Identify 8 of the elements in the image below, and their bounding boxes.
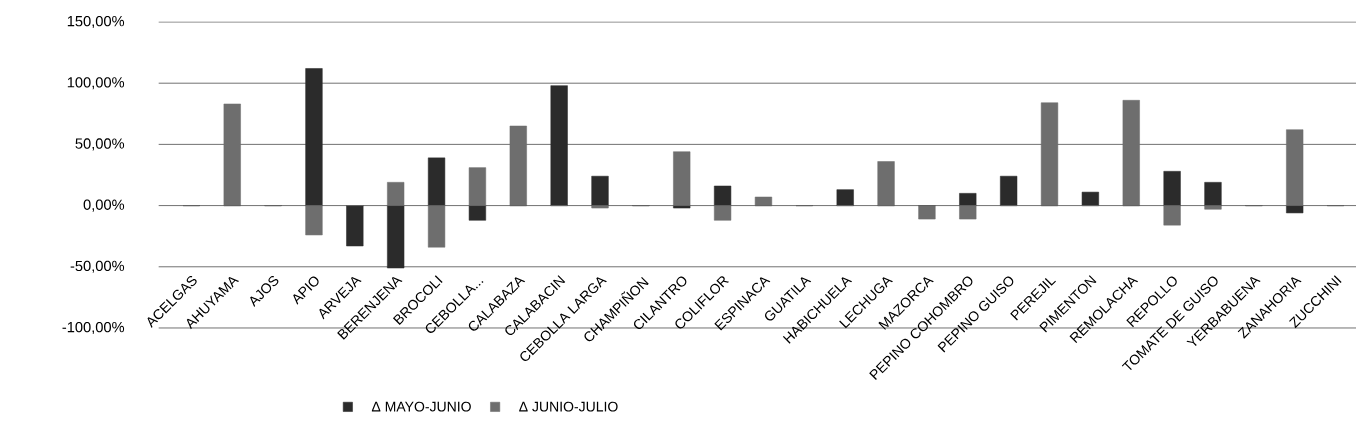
y-tick-label: 50,00% <box>75 138 125 151</box>
y-tick-label: -50,00% <box>70 260 125 273</box>
legend-label: Δ JUNIO-JULIO <box>519 401 618 412</box>
y-tick-label: 100,00% <box>67 77 125 90</box>
y-tick-label: -100,00% <box>62 321 125 335</box>
y-tick-label: 150,00% <box>67 15 125 29</box>
y-tick-label: 0,00% <box>83 199 125 212</box>
legend-label: Δ MAYO-JUNIO <box>371 401 471 412</box>
